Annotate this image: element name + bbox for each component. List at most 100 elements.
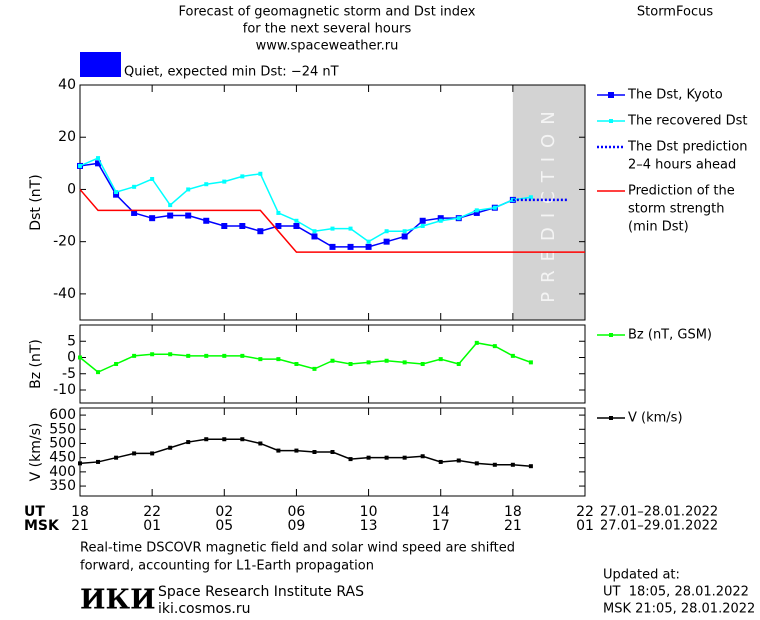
data-point bbox=[510, 462, 515, 467]
data-point bbox=[473, 209, 480, 216]
data-point bbox=[383, 238, 390, 245]
y-tick-label: 0 bbox=[67, 181, 76, 197]
data-point bbox=[474, 208, 479, 213]
data-point bbox=[222, 179, 227, 184]
data-point bbox=[276, 448, 281, 453]
data-point bbox=[204, 437, 209, 442]
x-axis-label: UT bbox=[24, 504, 45, 520]
plot-frame bbox=[79, 84, 586, 321]
data-point bbox=[186, 440, 191, 445]
logo: ИКИ bbox=[80, 585, 156, 616]
data-point bbox=[348, 457, 353, 462]
y-tick-label: 600 bbox=[49, 407, 76, 423]
data-point bbox=[168, 352, 173, 357]
data-point bbox=[312, 229, 317, 234]
data-point bbox=[528, 195, 533, 200]
y-tick-label: 550 bbox=[49, 421, 76, 437]
data-point bbox=[275, 223, 282, 229]
title-line: for the next several hours bbox=[243, 22, 412, 37]
y-axis-label: Dst (nT) bbox=[28, 174, 44, 230]
institute: Space Research Institute RAS bbox=[158, 584, 364, 600]
x2-tick-label: 09 bbox=[288, 518, 306, 534]
data-point bbox=[330, 226, 335, 231]
x-tick-label: 06 bbox=[288, 504, 306, 520]
legend-label: (min Dst) bbox=[628, 220, 689, 235]
plot-frame bbox=[79, 324, 586, 404]
y-tick-label: 450 bbox=[49, 450, 76, 466]
x2-axis-label: MSK bbox=[24, 518, 60, 534]
x-tick-label: 14 bbox=[432, 504, 450, 520]
data-point bbox=[366, 239, 371, 244]
data-point bbox=[96, 459, 101, 464]
data-point bbox=[258, 441, 263, 446]
status-swatch bbox=[80, 52, 121, 77]
data-point bbox=[186, 353, 191, 358]
data-point bbox=[311, 233, 318, 240]
legend-marker bbox=[609, 416, 613, 420]
data-point bbox=[78, 163, 82, 168]
note: Real-time DSCOVR magnetic field and sola… bbox=[80, 541, 515, 556]
x-tick-label: 10 bbox=[360, 504, 378, 520]
data-point bbox=[384, 358, 389, 363]
data-point bbox=[366, 455, 371, 460]
data-point bbox=[203, 217, 210, 224]
data-point bbox=[492, 205, 497, 210]
updated: MSK 21:05, 28.01.2022 bbox=[603, 602, 755, 617]
data-point bbox=[132, 451, 137, 456]
legend-label: Bz (nT, GSM) bbox=[628, 328, 712, 343]
data-point bbox=[150, 352, 155, 357]
data-point bbox=[366, 360, 371, 365]
data-point bbox=[149, 215, 156, 222]
data-point bbox=[240, 174, 245, 179]
data-point bbox=[456, 362, 461, 366]
data-point bbox=[186, 187, 191, 192]
data-point bbox=[150, 451, 155, 456]
data-point bbox=[474, 340, 479, 345]
x-range-label: 27.01–28.01.2022 bbox=[600, 505, 718, 520]
title-line: Forecast of geomagnetic storm and Dst in… bbox=[178, 5, 475, 20]
legend-label: storm strength bbox=[628, 202, 725, 217]
data-point bbox=[222, 437, 227, 442]
data-point bbox=[114, 455, 119, 460]
y-tick-label: -10 bbox=[53, 382, 76, 398]
plot-frame bbox=[79, 407, 586, 497]
data-point bbox=[95, 160, 102, 167]
legend-label: The Dst, Kyoto bbox=[627, 88, 723, 103]
data-point bbox=[168, 445, 173, 450]
prediction-label: PREDICTION bbox=[538, 102, 559, 302]
legend-marker bbox=[608, 92, 614, 98]
data-point bbox=[293, 223, 300, 229]
status: Quiet, expected min Dst: −24 nT bbox=[124, 65, 339, 80]
x2-tick-label: 21 bbox=[504, 518, 522, 534]
note: forward, accounting for L1-Earth propaga… bbox=[80, 559, 374, 574]
data-point bbox=[528, 464, 533, 469]
data-point bbox=[401, 233, 408, 240]
x-tick-label: 22 bbox=[576, 504, 594, 520]
series-line bbox=[79, 438, 531, 467]
x2-tick-label: 21 bbox=[71, 518, 89, 534]
data-point bbox=[384, 455, 389, 460]
y-tick-label: 400 bbox=[49, 464, 76, 480]
data-point bbox=[294, 362, 299, 366]
data-point bbox=[96, 156, 101, 161]
data-point bbox=[329, 243, 336, 250]
x2-tick-label: 17 bbox=[432, 518, 450, 534]
data-point bbox=[528, 360, 533, 365]
data-point bbox=[185, 212, 192, 219]
legend-label: The Dst prediction bbox=[627, 140, 748, 155]
data-point bbox=[78, 461, 82, 466]
data-point bbox=[312, 366, 317, 371]
data-point bbox=[276, 210, 281, 215]
y-tick-label: 500 bbox=[49, 435, 76, 451]
legend-marker bbox=[609, 333, 613, 337]
site: iki.cosmos.ru bbox=[158, 601, 250, 617]
data-point bbox=[132, 353, 137, 358]
legend-label: V (km/s) bbox=[628, 411, 683, 426]
data-point bbox=[330, 358, 335, 363]
y-axis-label: Bz (nT) bbox=[28, 339, 44, 389]
data-point bbox=[240, 437, 245, 442]
y-tick-label: -5 bbox=[62, 366, 76, 382]
x2-tick-label: 01 bbox=[143, 518, 161, 534]
data-point bbox=[347, 243, 354, 250]
y-tick-label: 0 bbox=[67, 350, 76, 366]
